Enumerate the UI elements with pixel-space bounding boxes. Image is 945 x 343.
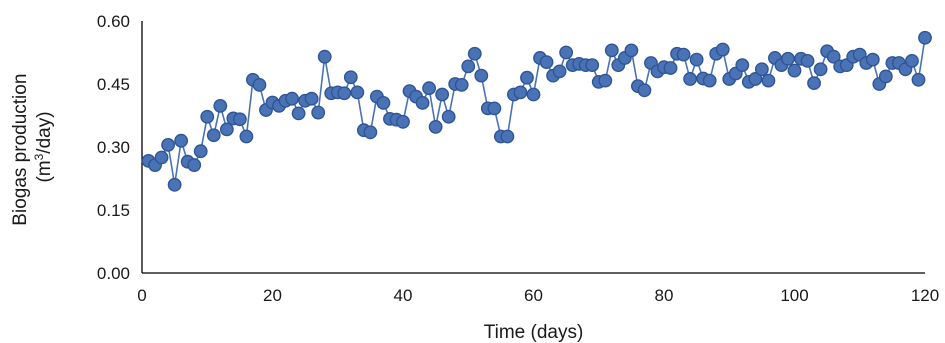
- x-tick-label: 0: [137, 286, 146, 305]
- y-tick-label: 0.30: [97, 138, 130, 157]
- data-point: [585, 58, 600, 72]
- data-point: [474, 68, 489, 83]
- data-point: [239, 129, 254, 144]
- data-point: [878, 69, 893, 84]
- data-point: [865, 52, 880, 67]
- y-tick-label: 0.00: [97, 264, 130, 283]
- y-axis-title-line2: (m3/day): [32, 111, 55, 182]
- data-point: [467, 46, 482, 61]
- x-axis-title: Time (days): [484, 322, 584, 343]
- data-point: [167, 177, 182, 192]
- data-point: [683, 72, 697, 86]
- data-point: [487, 101, 502, 116]
- data-point: [454, 77, 469, 92]
- data-point: [350, 85, 365, 100]
- data-point: [441, 109, 456, 124]
- y-axis-title-suffix: /day): [34, 111, 55, 153]
- data-point: [513, 85, 528, 100]
- data-point: [213, 98, 228, 113]
- y-tick-label: 0.60: [97, 12, 130, 31]
- data-point: [781, 51, 795, 66]
- y-tick-label: 0.45: [97, 75, 130, 94]
- data-point: [187, 158, 202, 172]
- data-point: [702, 73, 717, 88]
- data-point: [343, 70, 358, 85]
- data-point: [317, 49, 332, 64]
- data-point: [813, 62, 828, 77]
- data-point: [807, 76, 821, 91]
- data-point: [285, 91, 299, 106]
- data-point: [252, 77, 267, 92]
- x-tick-label: 120: [911, 286, 939, 305]
- data-point: [637, 83, 652, 98]
- data-point: [598, 73, 613, 88]
- data-point: [604, 43, 619, 58]
- data-point: [918, 30, 932, 45]
- x-tick-label: 40: [394, 286, 413, 305]
- data-point: [174, 133, 189, 148]
- data-point: [415, 96, 430, 110]
- data-point: [200, 109, 215, 124]
- data-point: [800, 54, 815, 68]
- y-axis-title-superscript: 3: [32, 153, 46, 160]
- data-point: [363, 125, 378, 140]
- data-point: [396, 114, 410, 129]
- data-point: [715, 42, 730, 57]
- data-point: [337, 86, 352, 101]
- data-point: [193, 144, 208, 159]
- data-point: [154, 150, 169, 165]
- data-point: [291, 106, 306, 121]
- x-tick-label: 100: [780, 286, 808, 305]
- data-point: [911, 72, 926, 87]
- data-point: [206, 128, 221, 143]
- data-point: [376, 96, 391, 110]
- tick-labels: 0.00 0.15 0.30 0.45 0.60 0 20 40 60 80 100 120: [97, 12, 939, 305]
- data-point: [559, 45, 574, 60]
- data-point: [552, 64, 567, 79]
- data-point: [500, 129, 515, 144]
- data-point: [761, 73, 776, 88]
- y-tick-label: 0.15: [97, 201, 130, 220]
- data-point: [787, 63, 802, 78]
- data-point: [826, 49, 841, 64]
- data-point: [663, 61, 678, 75]
- data-point: [520, 70, 534, 85]
- x-tick-label: 80: [655, 286, 674, 305]
- plot-area: [141, 21, 932, 274]
- y-axis-title-prefix: (m: [34, 160, 55, 182]
- data-point: [428, 119, 443, 134]
- data-point: [526, 87, 541, 102]
- data-point: [161, 137, 176, 152]
- x-tick-label: 60: [524, 286, 543, 305]
- y-axis-title-line1: Biogas production: [10, 74, 31, 226]
- data-point: [304, 91, 319, 106]
- data-point: [435, 87, 450, 102]
- data-point: [624, 43, 639, 58]
- y-axis-title: Biogas production (m3/day): [10, 68, 55, 225]
- data-point: [735, 58, 750, 72]
- data-point: [422, 81, 436, 96]
- data-point: [748, 72, 763, 86]
- data-point: [676, 47, 691, 62]
- data-point: [461, 59, 476, 74]
- data-point: [754, 62, 769, 77]
- data-point: [539, 55, 554, 70]
- data-point: [232, 112, 247, 127]
- data-point: [689, 52, 704, 67]
- data-point: [905, 54, 919, 68]
- data-point: [219, 122, 234, 137]
- data-point: [311, 105, 326, 120]
- x-tick-label: 20: [263, 286, 282, 305]
